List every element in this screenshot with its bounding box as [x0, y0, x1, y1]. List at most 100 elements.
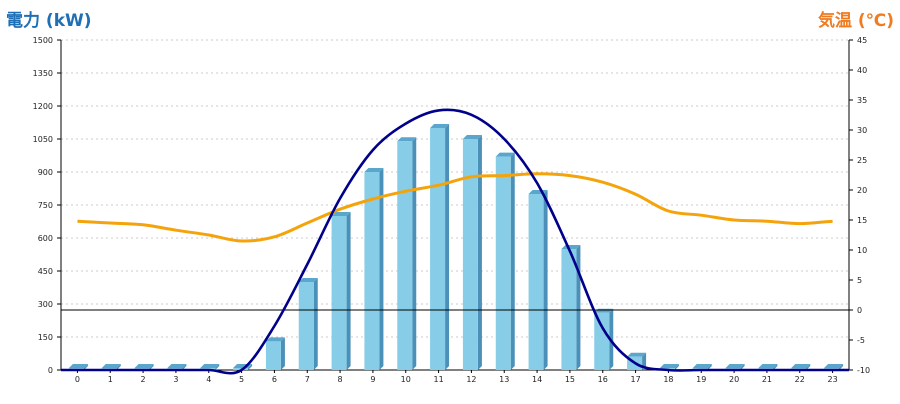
bar-side	[477, 135, 482, 370]
bar-side	[707, 364, 712, 370]
bar	[265, 341, 281, 370]
bar	[495, 156, 511, 370]
bar-side	[839, 364, 844, 370]
bar-side	[773, 364, 778, 370]
x-tick-label: 0	[75, 375, 80, 384]
x-tick-label: 19	[696, 375, 706, 384]
bar-top	[265, 337, 285, 342]
bar-top	[462, 135, 482, 139]
bar-side	[149, 364, 154, 370]
bar	[233, 368, 249, 370]
x-tick-label: 23	[827, 375, 837, 384]
bar-top	[495, 152, 515, 157]
x-tick-label: 2	[141, 375, 146, 384]
right-axis-title: 気温 (℃)	[817, 11, 894, 31]
x-tick-label: 12	[466, 375, 476, 384]
bar-top	[331, 212, 351, 216]
right-tick-label: -10	[857, 366, 870, 375]
bar	[364, 172, 380, 370]
x-tick-label: 8	[338, 375, 343, 384]
bar-top	[298, 278, 318, 282]
bar	[594, 312, 610, 370]
bar	[528, 194, 544, 370]
right-tick-label: 45	[857, 36, 867, 45]
bar-side	[445, 124, 450, 370]
left-tick-label: 900	[38, 168, 53, 177]
right-tick-label: 10	[857, 246, 867, 255]
bar-side	[674, 364, 679, 370]
left-tick-label: 750	[38, 201, 53, 210]
bar-top	[725, 364, 745, 368]
right-tick-label: 40	[857, 66, 867, 75]
x-tick-label: 1	[108, 375, 113, 384]
bar-top	[200, 364, 220, 368]
x-tick-label: 22	[795, 375, 805, 384]
right-tick-label: 25	[857, 156, 867, 165]
right-tick-label: 0	[857, 306, 862, 315]
bar	[298, 282, 314, 370]
left-tick-label: 600	[38, 234, 53, 243]
bar-top	[692, 364, 712, 368]
x-tick-label: 15	[565, 375, 575, 384]
left-tick-label: 150	[38, 333, 53, 342]
bar	[331, 216, 347, 370]
x-tick-label: 11	[433, 375, 443, 384]
bar-side	[379, 168, 384, 370]
x-tick-label: 6	[272, 375, 277, 384]
bar-top	[134, 364, 154, 368]
bar	[430, 128, 446, 370]
bar	[462, 139, 478, 370]
left-tick-label: 0	[48, 366, 53, 375]
bar-side	[346, 212, 351, 370]
left-tick-label: 1200	[33, 102, 53, 111]
bar-side	[412, 137, 417, 370]
left-tick-label: 1500	[33, 36, 53, 45]
bar-top	[627, 352, 647, 357]
bar-top	[397, 137, 417, 142]
left-tick-label: 1050	[33, 135, 53, 144]
bar-top	[68, 364, 88, 368]
x-tick-label: 3	[173, 375, 178, 384]
bar-side	[806, 364, 811, 370]
x-tick-label: 17	[630, 375, 640, 384]
bar-top	[167, 364, 187, 368]
bar-side	[510, 152, 515, 370]
bar-top	[824, 364, 844, 368]
temperature-line	[77, 172, 833, 243]
bar-side	[313, 278, 318, 370]
left-tick-label: 300	[38, 300, 53, 309]
right-tick-label: 30	[857, 126, 867, 135]
bar-top	[659, 364, 679, 368]
bar-side	[740, 364, 745, 370]
x-tick-label: 10	[401, 375, 411, 384]
x-tick-label: 13	[499, 375, 509, 384]
bar-side	[182, 364, 187, 370]
x-tick-label: 7	[305, 375, 310, 384]
x-tick-label: 4	[206, 375, 211, 384]
bar	[397, 141, 413, 370]
x-tick-label: 20	[729, 375, 739, 384]
bar-side	[116, 364, 121, 370]
bar-top	[758, 364, 778, 368]
x-tick-label: 14	[532, 375, 542, 384]
bar-top	[101, 364, 121, 368]
bar-side	[576, 245, 581, 370]
bar-side	[215, 364, 220, 370]
x-tick-label: 18	[663, 375, 673, 384]
x-tick-label: 5	[239, 375, 244, 384]
bar-top	[430, 124, 450, 128]
left-axis-title: 電力 (kW)	[6, 11, 92, 31]
bar-top	[364, 168, 384, 172]
bar-side	[83, 364, 88, 370]
x-tick-label: 16	[598, 375, 608, 384]
bar-side	[248, 364, 253, 370]
x-tick-label: 9	[370, 375, 375, 384]
right-tick-label: 35	[857, 96, 867, 105]
left-tick-label: 450	[38, 267, 53, 276]
right-tick-label: -5	[857, 336, 865, 345]
x-tick-label: 21	[762, 375, 772, 384]
bar-side	[280, 337, 285, 370]
right-tick-label: 15	[857, 216, 867, 225]
